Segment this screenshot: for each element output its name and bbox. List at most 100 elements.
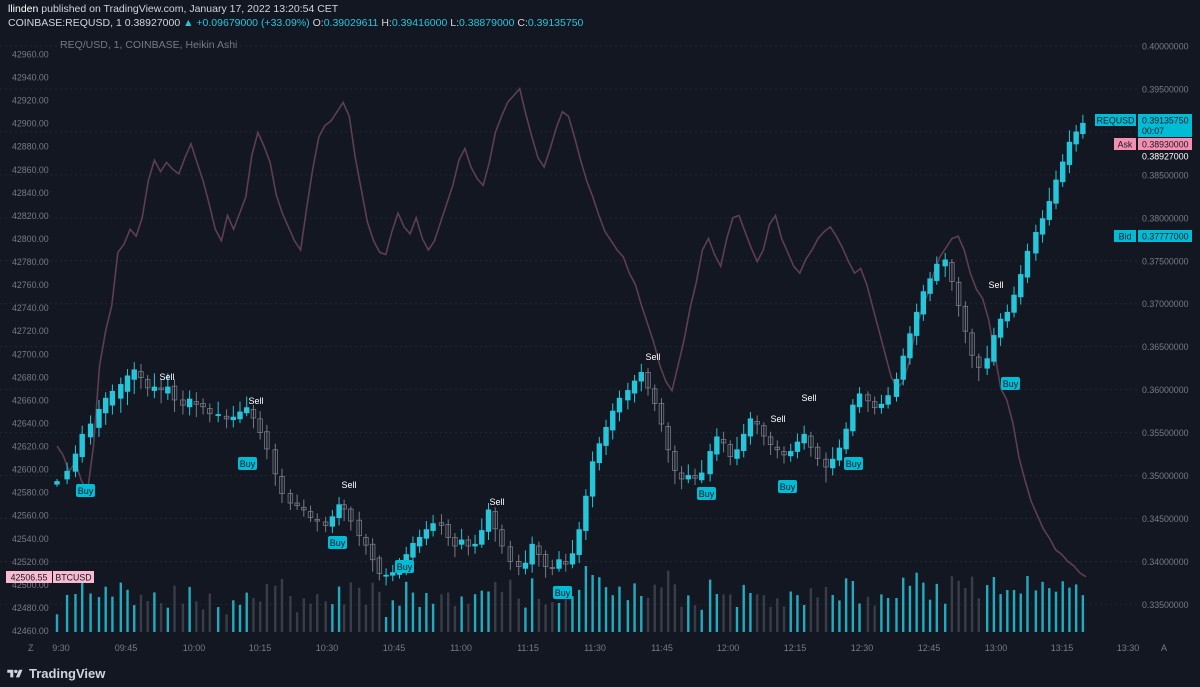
time-axis-tick: 12:00	[717, 643, 740, 653]
candle-body	[596, 443, 603, 464]
candle-body	[186, 398, 193, 408]
candle-body	[665, 426, 671, 451]
buy-signal: Buy	[844, 457, 863, 470]
candle-body	[720, 439, 727, 444]
volume-bar	[316, 594, 319, 632]
series-title: REQ/USD, 1, COINBASE, Heikin Ashi	[60, 39, 238, 51]
buy-signal: Buy	[778, 480, 797, 493]
candle-body	[645, 372, 651, 389]
candle-body	[969, 332, 975, 356]
volume-bar	[1068, 587, 1071, 632]
auto-scale-button[interactable]: A	[1161, 643, 1168, 653]
candle-body	[244, 407, 250, 414]
volume-bar	[831, 595, 834, 632]
volume-bar	[201, 609, 205, 632]
volume-bar	[886, 598, 890, 632]
candle-body	[223, 415, 230, 420]
right-axis-tick: 0.37500000	[1142, 256, 1189, 266]
candle-body	[976, 356, 982, 368]
candle-body	[625, 390, 631, 401]
candle-body	[294, 502, 300, 507]
btc-value-text: 42506.55	[11, 573, 48, 583]
volume-bar	[646, 597, 650, 632]
volume-bar	[245, 592, 248, 632]
candle-body	[264, 431, 270, 450]
candle-body	[438, 522, 445, 526]
high-value: 0.39416000	[391, 17, 448, 29]
volume-bar	[902, 577, 905, 632]
candle-body	[322, 521, 329, 526]
publisher-username[interactable]: llinden	[8, 3, 39, 15]
candle-body	[1066, 141, 1073, 165]
price-chart[interactable]: Buy Buy Buy Buy Buy Buy Buy Buy Buy Sell Sell Sell S…	[0, 0, 1200, 660]
volume-bar	[809, 588, 813, 632]
candle-body	[151, 386, 158, 391]
left-axis-tick: 42780.00	[12, 257, 49, 267]
volume-bar	[660, 587, 663, 632]
volume-bar	[89, 593, 92, 632]
volume-bar	[551, 602, 554, 632]
volume-bar	[418, 607, 421, 632]
volume-bar	[238, 604, 242, 632]
candle-body	[250, 408, 257, 419]
candle-body	[569, 553, 576, 565]
volume-bar	[166, 607, 170, 632]
candle-body	[1046, 201, 1052, 220]
volume-bar	[985, 585, 989, 632]
volume-bar	[633, 583, 636, 632]
candle-body	[410, 543, 416, 558]
volume-bar	[425, 593, 428, 632]
volume-bar	[342, 604, 346, 632]
candle-body	[1024, 250, 1031, 278]
buy-signal: Buy	[697, 487, 716, 500]
right-axis-tick: 0.39500000	[1142, 84, 1189, 94]
last-trade-tag	[1138, 150, 1192, 162]
last-trade-text: 0.38927000	[1142, 152, 1189, 162]
candle-body	[949, 262, 955, 282]
volume-bar	[789, 591, 792, 632]
candle-body	[144, 378, 151, 389]
candle-body	[430, 523, 436, 531]
candle-body	[563, 561, 569, 565]
candle-body	[390, 572, 396, 576]
candle-body	[843, 428, 849, 450]
right-axis-tick: 0.35500000	[1142, 428, 1189, 438]
svg-text:Buy: Buy	[397, 562, 413, 572]
left-axis-tick: 42880.00	[12, 142, 49, 152]
volume-bar	[530, 578, 534, 632]
time-axis-tick: 11:15	[517, 643, 539, 653]
left-axis-tick: 42760.00	[12, 280, 49, 290]
volume-bar	[1026, 576, 1029, 632]
candle-body	[79, 433, 85, 458]
volume-bar	[97, 597, 101, 632]
candle-body	[472, 543, 478, 547]
candle-body	[794, 441, 801, 452]
left-axis-tick: 42680.00	[12, 372, 49, 382]
buy-signal: Buy	[1001, 377, 1020, 390]
btc-symbol-text: BTCUSD	[55, 573, 91, 583]
zoom-reset-button[interactable]: Z	[28, 643, 34, 653]
candle-body	[64, 470, 70, 480]
volume-bar	[1019, 593, 1022, 632]
low-value: 0.38879000	[459, 17, 515, 29]
candle-body	[383, 574, 389, 577]
ask-price-text: 0.38930000	[1142, 140, 1189, 150]
candle-body	[814, 446, 821, 459]
volume-bar	[349, 582, 353, 632]
candle-body	[492, 511, 498, 530]
left-axis-tick: 42740.00	[12, 303, 49, 313]
candle-body	[158, 387, 164, 391]
left-axis-tick: 42800.00	[12, 234, 49, 244]
candle-body	[215, 414, 221, 416]
volume-bar	[722, 594, 725, 632]
candle-body	[685, 475, 692, 480]
candle-body	[934, 263, 940, 281]
candle-body	[699, 472, 705, 481]
volume-bar	[928, 599, 932, 632]
right-axis-tick: 0.35000000	[1142, 471, 1189, 481]
symbol-label: COINBASE:REQUSD, 1	[8, 17, 122, 29]
right-axis-tick: 0.34000000	[1142, 557, 1189, 567]
open-label: O:	[312, 17, 324, 29]
right-axis-tick: 0.38500000	[1142, 170, 1189, 180]
candle-body	[131, 369, 137, 380]
